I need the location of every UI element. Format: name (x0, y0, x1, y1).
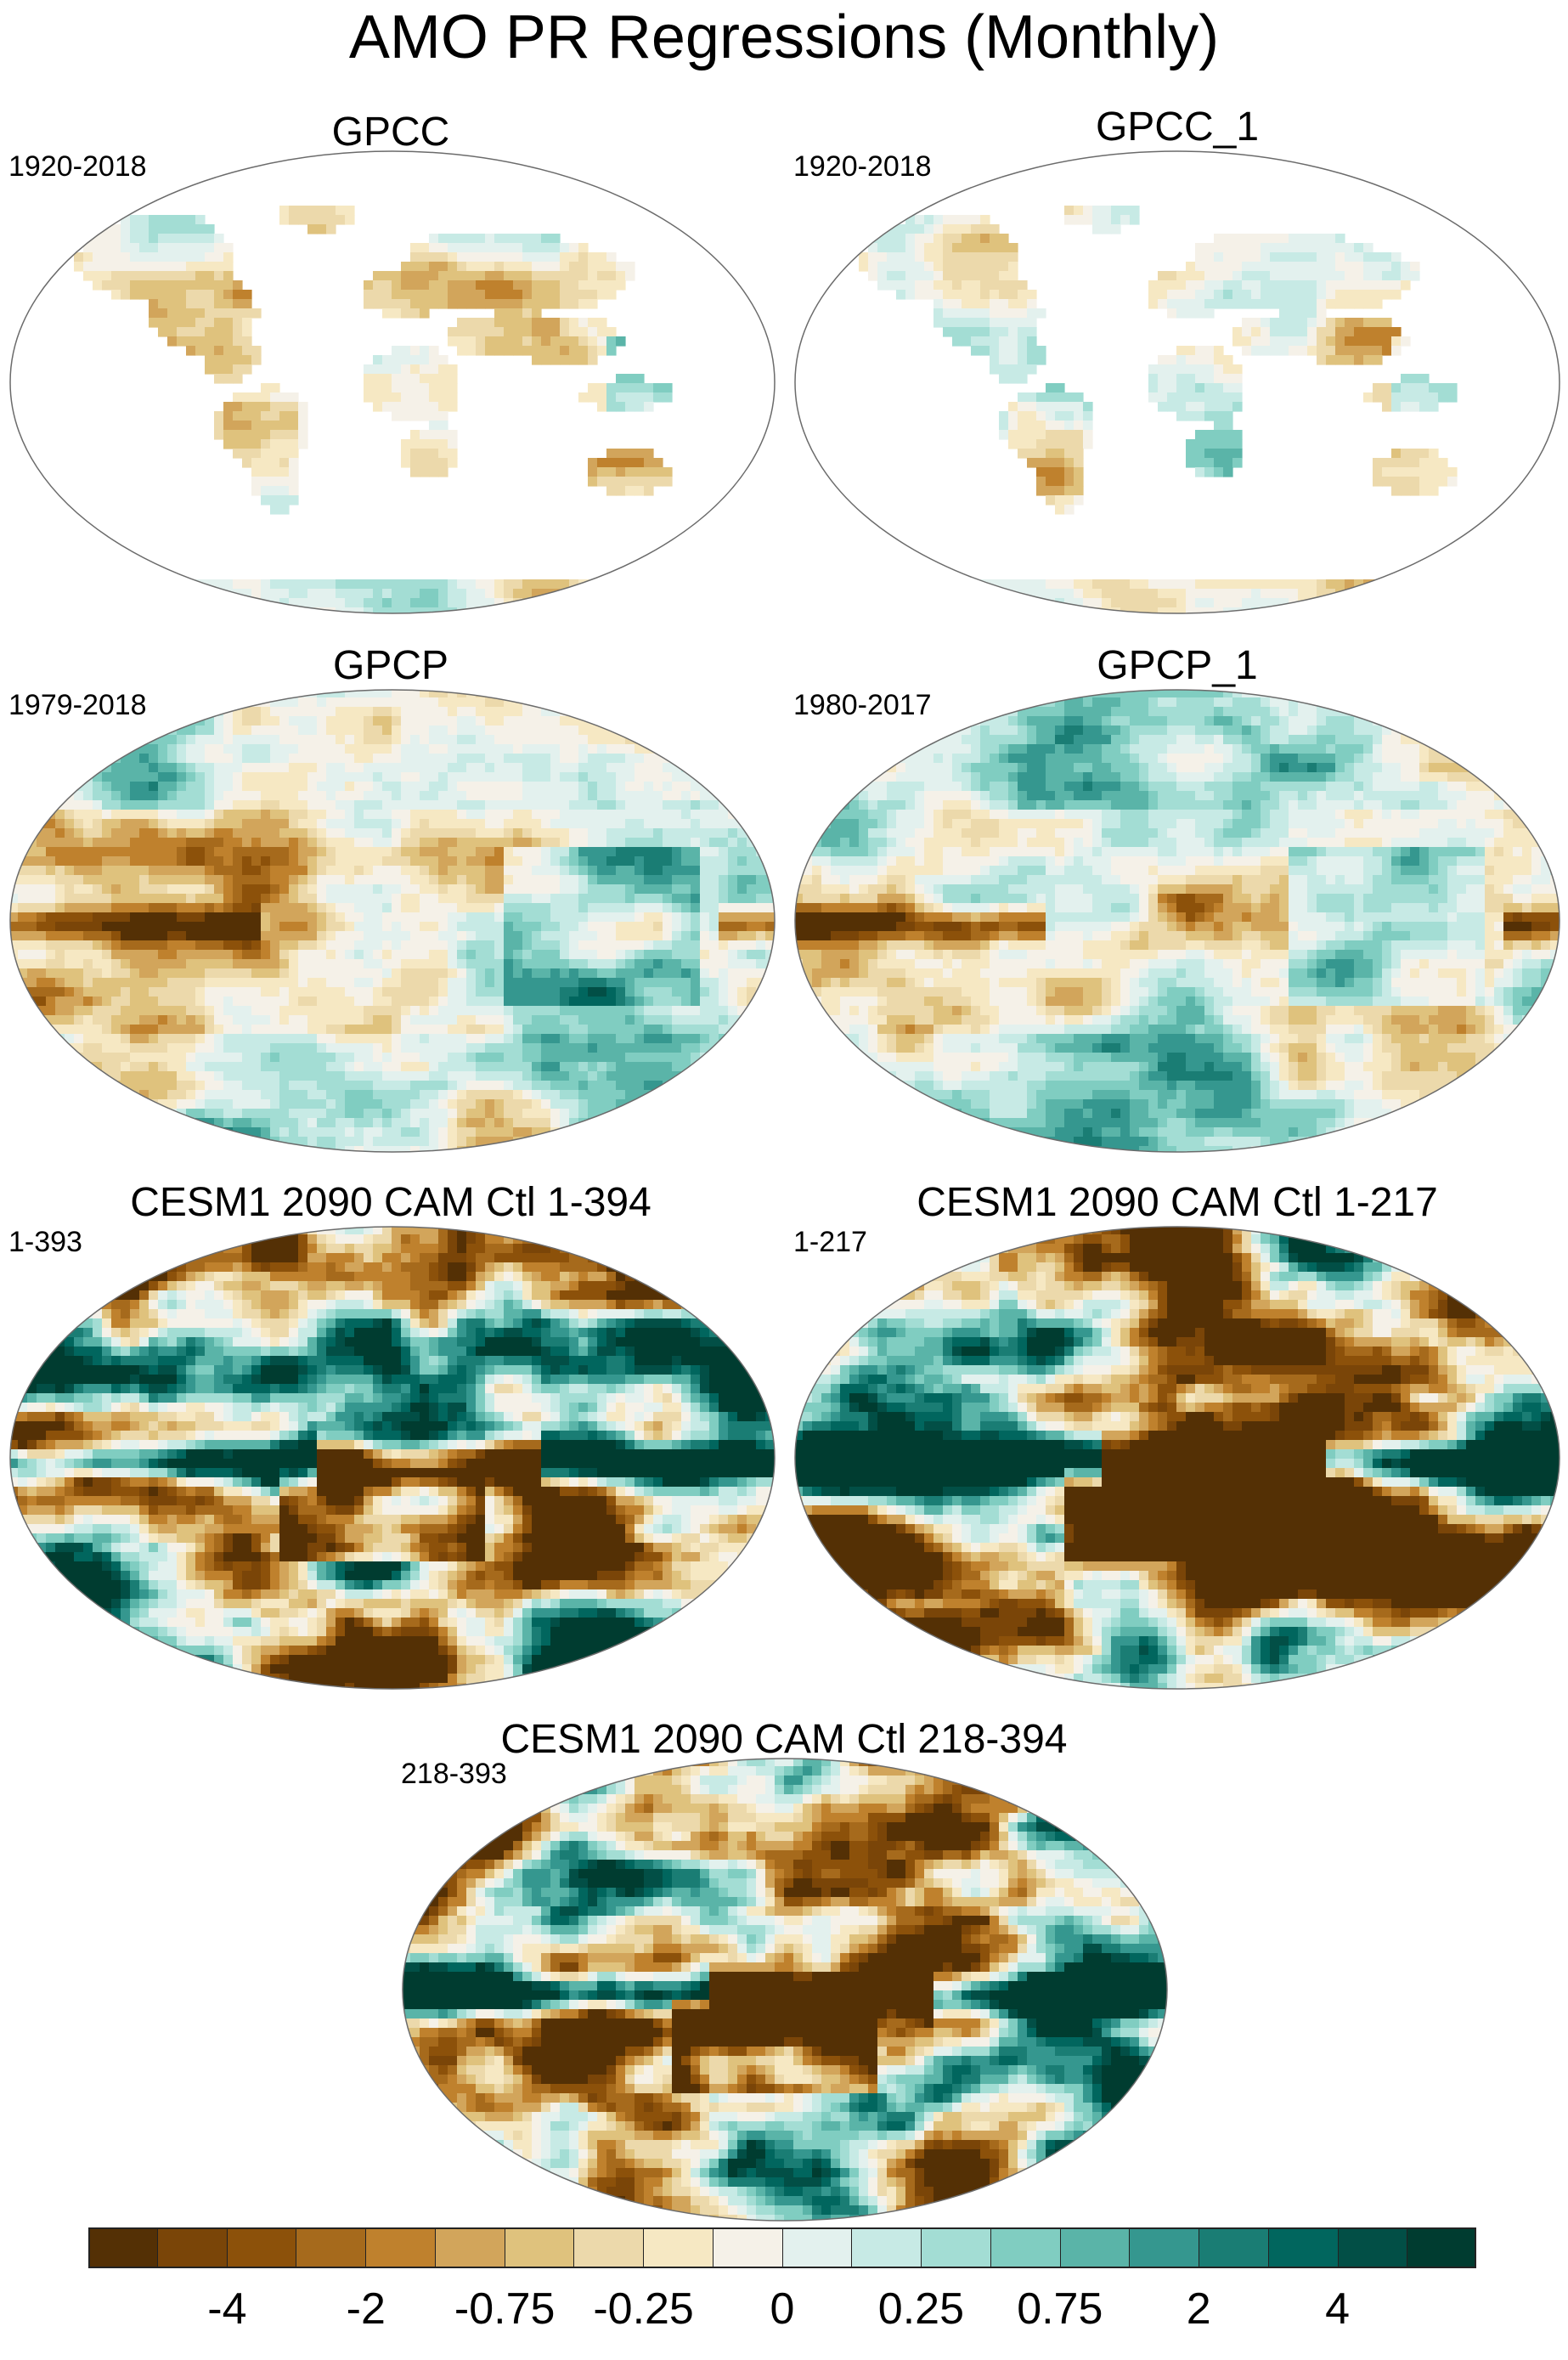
colorbar-swatch (227, 2227, 297, 2268)
colorbar-tick-label: 2 (1186, 2284, 1211, 2334)
panel-title-gpcc: GPCC (331, 110, 450, 155)
panel-title-cesm1-1-217: CESM1 2090 CAM Ctl 1-217 (917, 1180, 1438, 1225)
panel-period-cesm1-1-217: 1-217 (793, 1226, 867, 1258)
panel-period-cesm1-1-394: 1-393 (8, 1226, 82, 1258)
map-boundary (794, 1226, 1560, 1690)
map-gpcp (9, 689, 776, 1153)
map-boundary (9, 1226, 776, 1690)
colorbar-swatch (713, 2227, 783, 2268)
colorbar-swatch (1268, 2227, 1339, 2268)
colorbar-tick-label: 0 (770, 2284, 795, 2334)
panel-period-cesm1-218-394: 218-393 (401, 1758, 507, 1790)
map-field (10, 1227, 775, 1689)
colorbar-swatch (88, 2227, 158, 2268)
map-cesm1-1-217 (794, 1226, 1560, 1690)
colorbar-swatch (1130, 2227, 1199, 2268)
colorbar-swatch (922, 2227, 991, 2268)
colorbar-swatch (1407, 2227, 1476, 2268)
map-gpcp-1 (794, 689, 1560, 1153)
colorbar-swatch (782, 2227, 853, 2268)
panel-title-gpcc-1: GPCC_1 (1095, 104, 1260, 150)
colorbar-swatch (366, 2227, 436, 2268)
panel-period-gpcp: 1979-2018 (8, 689, 147, 721)
panel-title-gpcp: GPCP (332, 643, 449, 688)
panel-period-gpcc-1: 1920-2018 (793, 150, 932, 183)
colorbar-tick-label: -0.25 (593, 2284, 694, 2334)
colorbar-tick-label: 4 (1325, 2284, 1351, 2334)
map-boundary (9, 150, 776, 614)
map-boundary (794, 689, 1560, 1153)
colorbar-swatch (990, 2227, 1061, 2268)
colorbar-tick-label: -0.75 (454, 2284, 556, 2334)
colorbar (88, 2227, 1476, 2268)
colorbar-swatch (852, 2227, 922, 2268)
map-boundary (402, 1758, 1168, 2222)
panel-period-gpcc: 1920-2018 (8, 150, 147, 183)
panel-title-cesm1-1-394: CESM1 2090 CAM Ctl 1-394 (130, 1180, 651, 1225)
colorbar-swatch (1060, 2227, 1131, 2268)
colorbar-tick-label: -2 (346, 2284, 386, 2334)
colorbar-swatch (435, 2227, 505, 2268)
map-boundary (794, 150, 1560, 614)
map-field (10, 690, 775, 1152)
map-field (795, 1227, 1560, 1689)
colorbar-tick-label: 0.75 (1017, 2284, 1103, 2334)
map-cesm1-1-394 (9, 1226, 776, 1690)
colorbar-tick-label: -4 (207, 2284, 247, 2334)
map-gpcc-1 (794, 150, 1560, 614)
colorbar-swatch (644, 2227, 713, 2268)
colorbar-swatch (1199, 2227, 1269, 2268)
panel-title-gpcp-1: GPCP_1 (1097, 643, 1258, 688)
map-cesm1-218-394 (402, 1758, 1168, 2222)
map-gpcc (9, 150, 776, 614)
figure-title: AMO PR Regressions (Monthly) (348, 3, 1220, 71)
colorbar-swatch (157, 2227, 228, 2268)
colorbar-swatch (505, 2227, 575, 2268)
panel-title-cesm1-218-394: CESM1 2090 CAM Ctl 218-394 (500, 1717, 1068, 1762)
colorbar-swatch (574, 2227, 644, 2268)
map-boundary (9, 689, 776, 1153)
colorbar-swatch (1338, 2227, 1408, 2268)
colorbar-tick-label: 0.25 (877, 2284, 964, 2334)
colorbar-swatch (296, 2227, 366, 2268)
panel-period-gpcp-1: 1980-2017 (793, 689, 932, 721)
map-field (795, 151, 1560, 613)
